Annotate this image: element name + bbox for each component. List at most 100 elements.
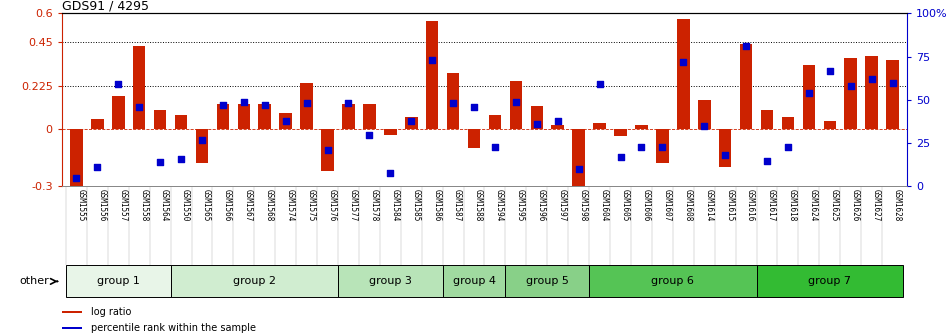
Bar (505, 265, 589, 297)
Text: log ratio: log ratio (91, 307, 132, 317)
Bar (589, 265, 756, 297)
Point (885, 80, 901, 85)
Point (759, 158, 774, 163)
Text: other: other (19, 277, 49, 286)
Text: GSM1596: GSM1596 (537, 189, 546, 221)
Bar (238, 104, 250, 129)
Text: GSM1614: GSM1614 (704, 189, 713, 221)
Text: GSM1618: GSM1618 (788, 189, 797, 221)
Text: GSM1598: GSM1598 (579, 189, 588, 221)
Text: GSM1566: GSM1566 (223, 189, 232, 221)
Point (844, 83, 859, 89)
Point (425, 57, 440, 63)
Point (132, 104, 147, 110)
Bar (865, 56, 878, 129)
Bar (91, 119, 104, 129)
Text: GSM1604: GSM1604 (599, 189, 609, 221)
Bar (70, 129, 83, 186)
Point (613, 154, 628, 160)
Text: group 1: group 1 (97, 277, 140, 286)
Point (341, 101, 356, 106)
Text: GSM1615: GSM1615 (725, 189, 734, 221)
Bar (363, 104, 375, 129)
Point (550, 118, 565, 123)
Text: GSM1557: GSM1557 (118, 189, 127, 221)
Text: GSM1617: GSM1617 (767, 189, 776, 221)
Bar (62, 311, 82, 313)
Point (822, 68, 837, 73)
Bar (594, 123, 606, 129)
Bar (175, 115, 187, 129)
Bar (615, 129, 627, 136)
Text: GSM1574: GSM1574 (286, 189, 294, 221)
Bar (761, 110, 773, 129)
Text: GSM1556: GSM1556 (97, 189, 106, 221)
Text: GSM1626: GSM1626 (851, 189, 860, 221)
Text: GSM1627: GSM1627 (872, 189, 881, 221)
Text: group 3: group 3 (369, 277, 411, 286)
Text: GSM1588: GSM1588 (474, 189, 483, 221)
Bar (384, 129, 396, 135)
Point (675, 59, 691, 65)
Point (195, 137, 210, 142)
Text: GSM1608: GSM1608 (683, 189, 693, 221)
Point (592, 82, 607, 87)
Text: GSM1595: GSM1595 (516, 189, 525, 221)
Point (801, 90, 816, 96)
Point (89, 165, 104, 170)
Bar (467, 129, 481, 148)
Text: GDS91 / 4295: GDS91 / 4295 (62, 0, 149, 12)
Text: GSM1625: GSM1625 (829, 189, 839, 221)
Point (110, 82, 125, 87)
Point (864, 77, 880, 82)
Point (466, 104, 482, 110)
Bar (217, 104, 229, 129)
Text: GSM1555: GSM1555 (76, 189, 86, 221)
Point (153, 160, 168, 165)
Point (257, 102, 273, 108)
Text: group 6: group 6 (652, 277, 694, 286)
Bar (112, 96, 124, 129)
Bar (300, 83, 313, 129)
Point (237, 99, 252, 104)
Bar (488, 115, 502, 129)
Point (174, 156, 189, 162)
Text: GSM1605: GSM1605 (620, 189, 630, 221)
Text: GSM1597: GSM1597 (558, 189, 567, 221)
Text: GSM1586: GSM1586 (432, 189, 441, 221)
Point (780, 144, 795, 150)
Bar (677, 19, 690, 129)
Text: GSM1558: GSM1558 (140, 189, 148, 221)
Bar (154, 110, 166, 129)
Bar (443, 265, 505, 297)
Point (487, 144, 503, 150)
Bar (171, 265, 338, 297)
Bar (740, 44, 752, 129)
Point (508, 99, 523, 104)
Bar (338, 265, 443, 297)
Bar (756, 265, 903, 297)
Point (320, 148, 335, 153)
Bar (446, 73, 460, 129)
Text: percentile rank within the sample: percentile rank within the sample (91, 323, 256, 333)
Bar (886, 59, 899, 129)
Bar (530, 106, 543, 129)
Text: GSM1628: GSM1628 (893, 189, 902, 221)
Bar (636, 125, 648, 129)
Point (383, 170, 398, 175)
Point (696, 123, 712, 129)
Point (404, 118, 419, 123)
Text: group 4: group 4 (452, 277, 496, 286)
Text: GSM1624: GSM1624 (808, 189, 818, 221)
Text: GSM1567: GSM1567 (244, 189, 253, 221)
Bar (426, 21, 439, 129)
Text: GSM1587: GSM1587 (453, 189, 462, 221)
Text: GSM1616: GSM1616 (746, 189, 755, 221)
Bar (66, 265, 171, 297)
Point (655, 144, 670, 150)
Point (529, 122, 544, 127)
Text: GSM1585: GSM1585 (411, 189, 420, 221)
Text: GSM1564: GSM1564 (161, 189, 169, 221)
Text: GSM1565: GSM1565 (202, 189, 211, 221)
Bar (719, 129, 732, 167)
